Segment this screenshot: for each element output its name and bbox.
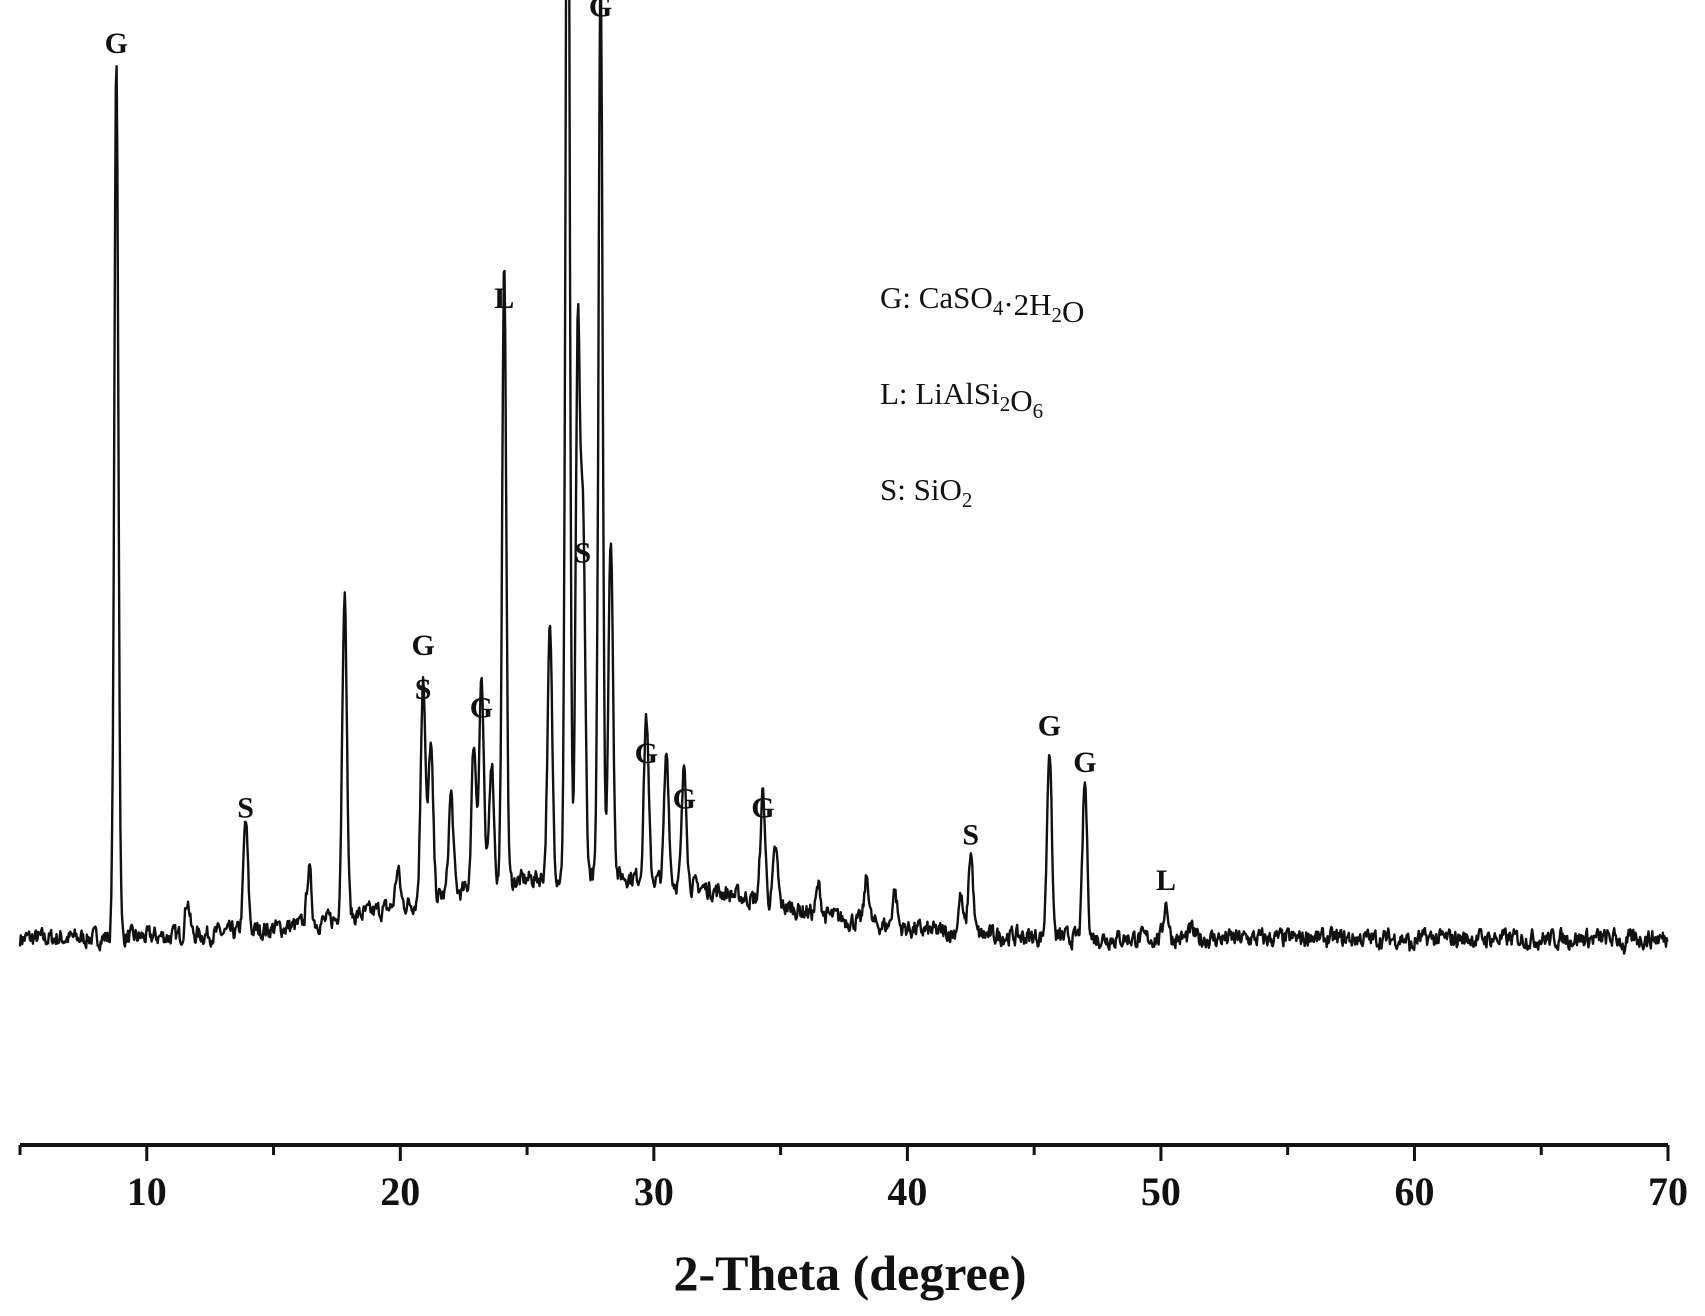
peak-label: G [673, 782, 696, 815]
x-tick-label: 10 [127, 1169, 167, 1214]
peak-labels: GSSGGLLSGGGGSGGL [105, 0, 1176, 897]
peak-label: L [494, 282, 514, 315]
trace-layer [18, 0, 1669, 955]
legend-entry: S: SiO2 [880, 472, 972, 512]
legend-entry: G: CaSO4·2H2O [880, 280, 1084, 329]
peak-label: G [105, 27, 128, 60]
x-axis-title: 2-Theta (degree) [673, 1245, 1026, 1301]
peak-label: G [1038, 710, 1061, 743]
peak-label: G [1073, 746, 1096, 779]
peak-label: G [411, 629, 434, 662]
peak-label: L [1156, 864, 1176, 897]
peak-label: G [589, 0, 612, 24]
x-axis: 10 20 30 40 50 60 70 [18, 1143, 1688, 1214]
peak-label: S [575, 537, 592, 570]
x-tick-label: 30 [634, 1169, 674, 1214]
x-tick-label: 20 [380, 1169, 420, 1214]
x-tick-label: 60 [1394, 1169, 1434, 1214]
peak-label: S [415, 673, 432, 706]
x-tick-label: 70 [1648, 1169, 1688, 1214]
legend-entry: L: LiAlSi2O6 [880, 376, 1043, 423]
x-tick-label: 50 [1141, 1169, 1181, 1214]
legend: G: CaSO4·2H2O L: LiAlSi2O6 S: SiO2 [880, 280, 1084, 512]
x-tick-label: 40 [887, 1169, 927, 1214]
peak-label: G [751, 791, 774, 824]
peak-label: G [635, 737, 658, 770]
peak-label: G [470, 691, 493, 724]
peak-label: S [237, 791, 254, 824]
peak-label: S [962, 819, 979, 852]
xrd-trace [18, 0, 1669, 955]
